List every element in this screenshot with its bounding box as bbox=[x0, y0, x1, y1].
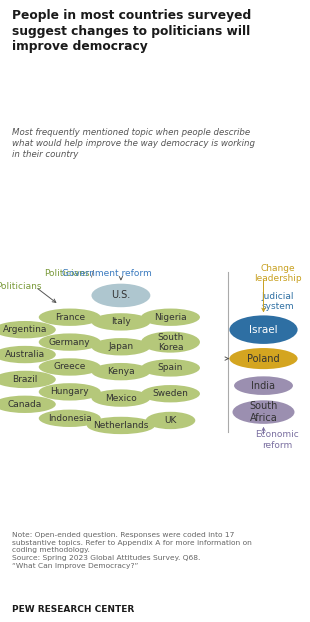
Text: Spain: Spain bbox=[158, 363, 183, 373]
Text: Japan: Japan bbox=[108, 342, 134, 351]
Text: Canada: Canada bbox=[8, 400, 42, 409]
Ellipse shape bbox=[39, 333, 101, 351]
Text: France: France bbox=[55, 313, 85, 322]
Text: People in most countries surveyed
suggest changes to politicians will
improve de: People in most countries surveyed sugges… bbox=[12, 9, 252, 53]
Ellipse shape bbox=[39, 383, 101, 401]
Text: Note: Open-ended question. Responses were coded into 17
substantive topics. Refe: Note: Open-ended question. Responses wer… bbox=[12, 532, 252, 569]
Text: South
Korea: South Korea bbox=[157, 333, 184, 351]
Ellipse shape bbox=[91, 338, 150, 355]
Text: Greece: Greece bbox=[54, 363, 86, 371]
Text: Hungary: Hungary bbox=[51, 388, 89, 396]
Ellipse shape bbox=[141, 309, 200, 326]
Ellipse shape bbox=[0, 346, 56, 363]
Ellipse shape bbox=[91, 313, 150, 330]
Text: Argentina: Argentina bbox=[2, 325, 47, 334]
Text: India: India bbox=[251, 381, 276, 391]
Ellipse shape bbox=[232, 401, 294, 424]
Text: U.S.: U.S. bbox=[111, 290, 131, 300]
Ellipse shape bbox=[0, 371, 56, 388]
Text: Mexico: Mexico bbox=[105, 394, 137, 402]
Text: Politicians: Politicians bbox=[44, 269, 90, 278]
Text: South
Africa: South Africa bbox=[249, 401, 278, 423]
Text: Italy: Italy bbox=[111, 317, 131, 327]
Ellipse shape bbox=[229, 315, 298, 344]
Text: Sweden: Sweden bbox=[153, 389, 188, 398]
Text: Nigeria: Nigeria bbox=[154, 313, 187, 322]
Text: Australia: Australia bbox=[5, 350, 45, 359]
Text: Change
leadership: Change leadership bbox=[254, 264, 301, 284]
Text: Netherlands: Netherlands bbox=[93, 421, 148, 430]
Text: Indonesia: Indonesia bbox=[48, 414, 92, 423]
Ellipse shape bbox=[229, 348, 298, 369]
Ellipse shape bbox=[39, 309, 101, 326]
Ellipse shape bbox=[91, 363, 150, 380]
Ellipse shape bbox=[141, 360, 200, 376]
Ellipse shape bbox=[87, 417, 155, 434]
Ellipse shape bbox=[141, 385, 200, 402]
Text: Poland: Poland bbox=[247, 353, 280, 364]
Ellipse shape bbox=[39, 358, 101, 376]
Ellipse shape bbox=[0, 321, 56, 338]
Text: Germany: Germany bbox=[49, 338, 91, 346]
Ellipse shape bbox=[91, 389, 150, 407]
Ellipse shape bbox=[141, 332, 200, 353]
Ellipse shape bbox=[234, 376, 293, 395]
Text: Brazil: Brazil bbox=[12, 375, 38, 384]
Text: Politicians: Politicians bbox=[0, 282, 41, 290]
Text: Economic
reform: Economic reform bbox=[255, 430, 299, 450]
Text: Israel: Israel bbox=[249, 325, 278, 335]
Text: Judicial
system: Judicial system bbox=[261, 292, 294, 312]
Text: PEW RESEARCH CENTER: PEW RESEARCH CENTER bbox=[12, 605, 135, 614]
Ellipse shape bbox=[0, 396, 56, 413]
Text: Government reform: Government reform bbox=[62, 269, 152, 278]
Text: UK: UK bbox=[164, 416, 177, 425]
Ellipse shape bbox=[91, 284, 150, 307]
Ellipse shape bbox=[39, 410, 101, 427]
Text: /: / bbox=[91, 269, 94, 278]
Text: Kenya: Kenya bbox=[107, 367, 135, 376]
Text: Most frequently mentioned topic when people describe
what would help improve the: Most frequently mentioned topic when peo… bbox=[12, 128, 255, 159]
Ellipse shape bbox=[146, 412, 195, 429]
